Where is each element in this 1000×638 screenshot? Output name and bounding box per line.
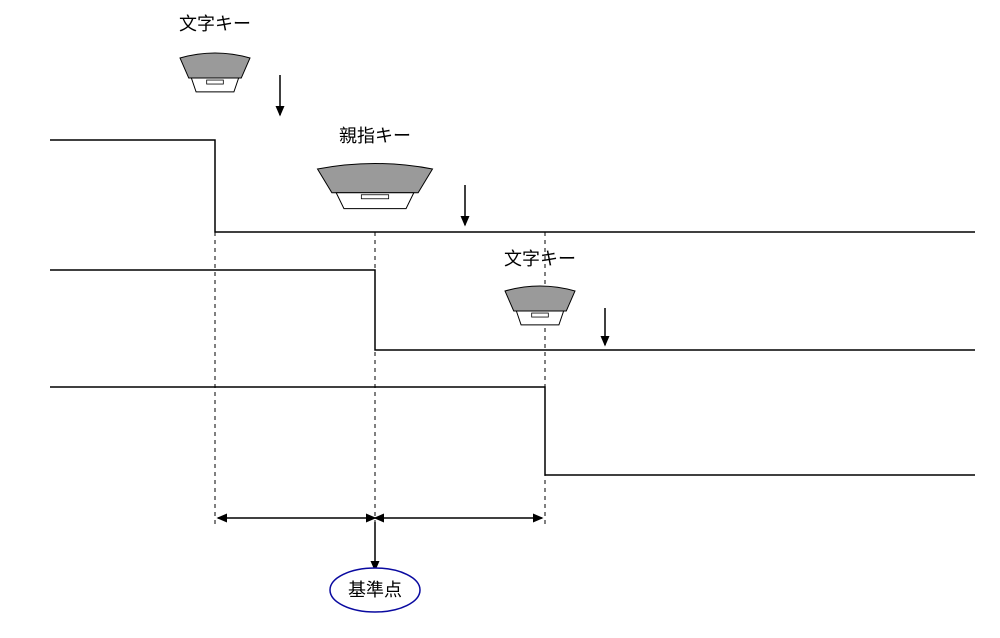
char-key-bottom-label: 文字キー (504, 249, 576, 269)
char-key-top-keycap-icon (180, 53, 250, 78)
char-key-top-label: 文字キー (179, 14, 251, 34)
baseline-label: 基準点 (348, 580, 402, 600)
char-key-bottom-keycap-icon (505, 286, 575, 311)
thumb-key-keycap-icon (318, 164, 433, 193)
thumb-key-label: 親指キー (339, 126, 411, 146)
